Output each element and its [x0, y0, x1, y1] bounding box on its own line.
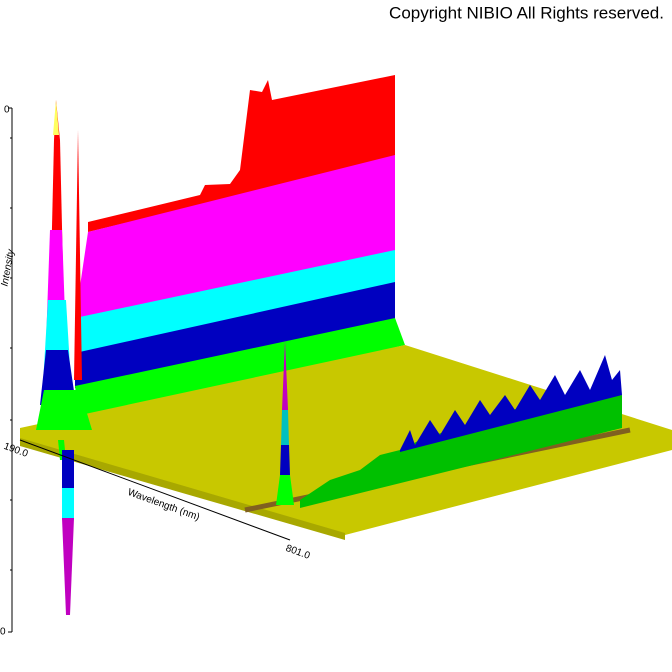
intensity-axis	[8, 107, 13, 633]
wavelength-end-label: 801.0	[284, 543, 312, 562]
noise-blue	[400, 355, 622, 452]
left-peaks	[36, 100, 92, 615]
intensity-label: Intensity	[0, 248, 17, 288]
intensity-bottom-label: 0	[0, 627, 6, 638]
right-peak	[276, 340, 294, 505]
floor-edge	[20, 438, 345, 540]
back-wall	[75, 75, 405, 425]
intensity-top-label: 0	[4, 105, 10, 116]
copyright: Copyright NIBIO All Rights reserved.	[389, 3, 664, 22]
wavelength-axis	[19, 439, 291, 541]
noise-green	[300, 395, 622, 508]
